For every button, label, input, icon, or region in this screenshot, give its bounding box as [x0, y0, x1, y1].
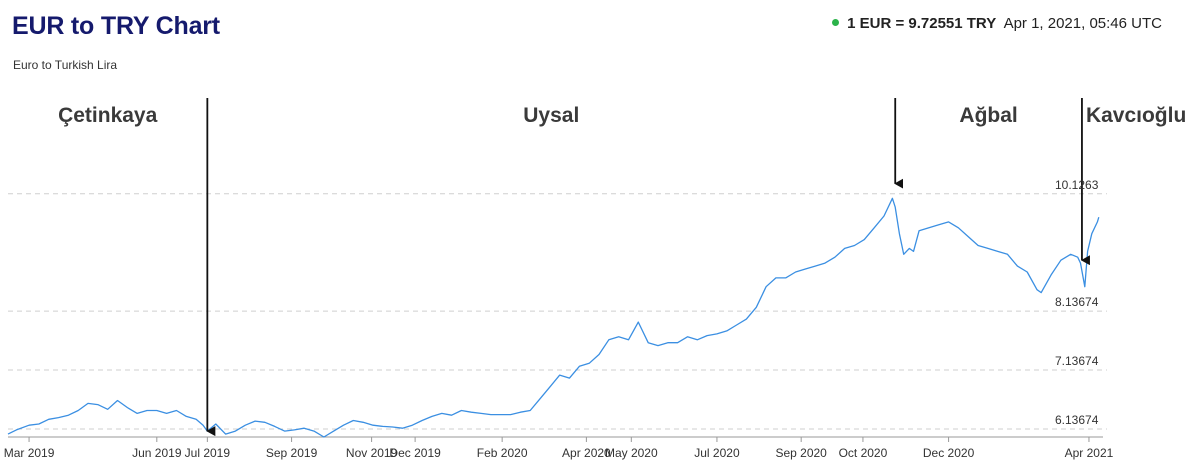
- x-tick-label: Feb 2020: [477, 446, 528, 460]
- x-tick-label: Sep 2019: [266, 446, 318, 460]
- x-tick-label: Apr 2021: [1065, 446, 1114, 460]
- y-axis-labels: 6.13674 7.13674 8.13674 10.1263: [1055, 178, 1099, 427]
- x-tick-label: Sep 2020: [775, 446, 827, 460]
- y-tick-label: 10.1263: [1055, 178, 1099, 192]
- x-tick-label: Jun 2019: [132, 446, 182, 460]
- x-tick-label: Mar 2019: [4, 446, 55, 460]
- period-label: Kavcıoğlu: [1086, 104, 1186, 127]
- x-axis: Mar 2019 Jun 2019 Jul 2019 Sep 2019 Nov 2019…: [4, 436, 1114, 460]
- x-tick-label: Jul 2020: [694, 446, 740, 460]
- rate-value: 1 EUR = 9.72551 TRY: [847, 15, 997, 32]
- x-tick-label: Dec 2020: [923, 446, 975, 460]
- grid-lines: [8, 193, 1107, 430]
- page-subtitle: Euro to Turkish Lira: [13, 58, 118, 72]
- live-status-dot-icon: [832, 19, 840, 26]
- rate-timestamp: Apr 1, 2021, 05:46 UTC: [1003, 15, 1162, 32]
- page-title: EUR to TRY Chart: [12, 12, 220, 40]
- period-labels: Çetinkaya Uysal Ağbal Kavcıoğlu: [58, 104, 1186, 127]
- period-label: Uysal: [523, 104, 579, 127]
- period-label: Çetinkaya: [58, 104, 158, 127]
- x-tick-label: Jul 2019: [185, 446, 231, 460]
- x-tick-label: May 2020: [605, 446, 658, 460]
- x-tick-label: Oct 2020: [839, 446, 888, 460]
- period-arrows: [206, 98, 1090, 437]
- rate-line-group: [7, 197, 1100, 438]
- y-tick-label: 7.13674: [1055, 354, 1099, 368]
- x-tick-label: Dec 2019: [389, 446, 441, 460]
- current-rate: 1 EUR = 9.72551 TRY Apr 1, 2021, 05:46 U…: [832, 15, 1162, 32]
- y-tick-label: 6.13674: [1055, 413, 1099, 427]
- period-label: Ağbal: [959, 104, 1017, 127]
- x-tick-label: Nov 2019: [346, 446, 398, 460]
- y-tick-label: 8.13674: [1055, 295, 1099, 309]
- rate-line: [7, 197, 1100, 438]
- x-tick-label: Apr 2020: [562, 446, 611, 460]
